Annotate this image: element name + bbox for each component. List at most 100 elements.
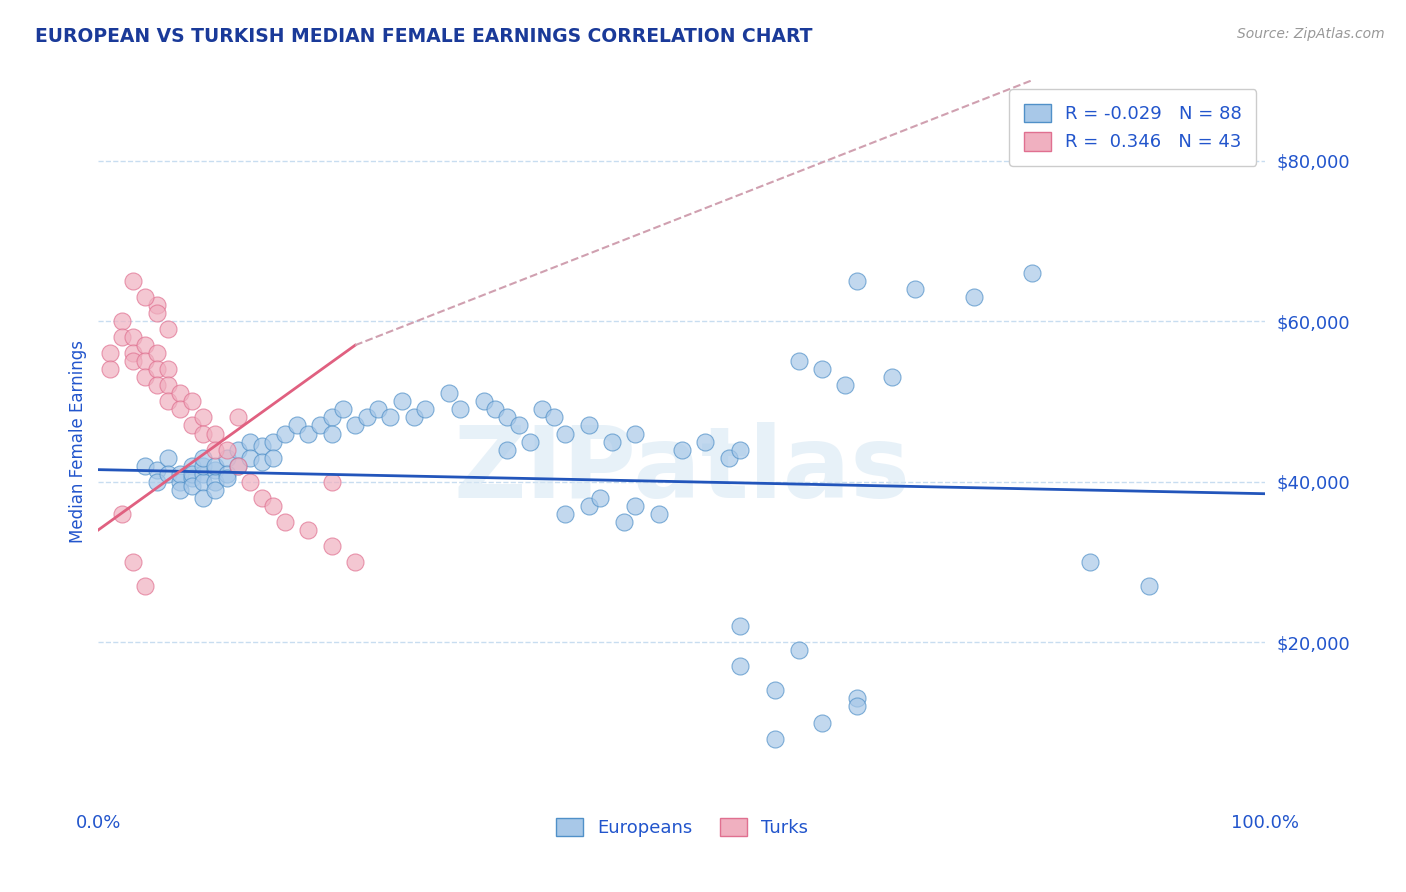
- Point: [730, 619, 752, 633]
- Point: [193, 426, 215, 441]
- Point: [262, 499, 284, 513]
- Point: [321, 426, 343, 441]
- Point: [356, 410, 378, 425]
- Point: [193, 475, 215, 489]
- Legend: Europeans, Turks: Europeans, Turks: [548, 811, 815, 845]
- Point: [193, 467, 215, 481]
- Point: [215, 442, 238, 457]
- Point: [321, 539, 343, 553]
- Point: [228, 458, 250, 473]
- Point: [169, 475, 191, 489]
- Point: [146, 306, 169, 320]
- Point: [730, 659, 752, 673]
- Point: [554, 507, 576, 521]
- Point: [274, 426, 297, 441]
- Point: [530, 402, 553, 417]
- Point: [204, 458, 226, 473]
- Point: [228, 442, 250, 457]
- Point: [624, 426, 647, 441]
- Point: [647, 507, 669, 521]
- Point: [122, 330, 145, 344]
- Point: [169, 402, 191, 417]
- Point: [250, 454, 273, 468]
- Point: [146, 362, 169, 376]
- Point: [717, 450, 740, 465]
- Point: [157, 450, 180, 465]
- Point: [134, 370, 156, 384]
- Point: [508, 418, 530, 433]
- Point: [180, 418, 202, 433]
- Point: [578, 499, 600, 513]
- Point: [239, 450, 262, 465]
- Point: [904, 282, 927, 296]
- Point: [157, 467, 180, 481]
- Point: [228, 458, 250, 473]
- Point: [554, 426, 576, 441]
- Point: [98, 362, 121, 376]
- Point: [1137, 579, 1160, 593]
- Point: [496, 442, 519, 457]
- Point: [180, 467, 202, 481]
- Point: [309, 418, 332, 433]
- Point: [1021, 266, 1043, 280]
- Point: [413, 402, 436, 417]
- Point: [134, 290, 156, 304]
- Point: [472, 394, 495, 409]
- Point: [787, 354, 810, 368]
- Point: [880, 370, 903, 384]
- Point: [134, 458, 156, 473]
- Point: [437, 386, 460, 401]
- Point: [215, 450, 238, 465]
- Point: [122, 354, 145, 368]
- Point: [215, 470, 238, 484]
- Point: [146, 298, 169, 312]
- Point: [204, 475, 226, 489]
- Point: [193, 410, 215, 425]
- Point: [846, 699, 869, 714]
- Point: [239, 434, 262, 449]
- Point: [134, 338, 156, 352]
- Point: [787, 643, 810, 657]
- Point: [763, 731, 786, 746]
- Point: [134, 579, 156, 593]
- Point: [204, 442, 226, 457]
- Point: [262, 434, 284, 449]
- Point: [204, 426, 226, 441]
- Y-axis label: Median Female Earnings: Median Female Earnings: [69, 340, 87, 543]
- Point: [215, 467, 238, 481]
- Point: [111, 507, 134, 521]
- Point: [146, 378, 169, 392]
- Point: [250, 438, 273, 452]
- Point: [193, 458, 215, 473]
- Point: [763, 683, 786, 698]
- Point: [519, 434, 541, 449]
- Point: [589, 491, 612, 505]
- Point: [449, 402, 471, 417]
- Point: [146, 462, 169, 476]
- Point: [157, 394, 180, 409]
- Point: [157, 322, 180, 336]
- Point: [111, 314, 134, 328]
- Point: [180, 458, 202, 473]
- Point: [730, 442, 752, 457]
- Point: [250, 491, 273, 505]
- Point: [671, 442, 693, 457]
- Point: [297, 523, 319, 537]
- Point: [146, 346, 169, 360]
- Point: [134, 354, 156, 368]
- Point: [228, 410, 250, 425]
- Point: [193, 491, 215, 505]
- Point: [380, 410, 402, 425]
- Point: [834, 378, 856, 392]
- Point: [613, 515, 636, 529]
- Point: [98, 346, 121, 360]
- Point: [180, 478, 202, 492]
- Point: [239, 475, 262, 489]
- Point: [180, 394, 202, 409]
- Point: [484, 402, 506, 417]
- Point: [169, 467, 191, 481]
- Point: [274, 515, 297, 529]
- Point: [204, 483, 226, 497]
- Point: [122, 274, 145, 288]
- Point: [624, 499, 647, 513]
